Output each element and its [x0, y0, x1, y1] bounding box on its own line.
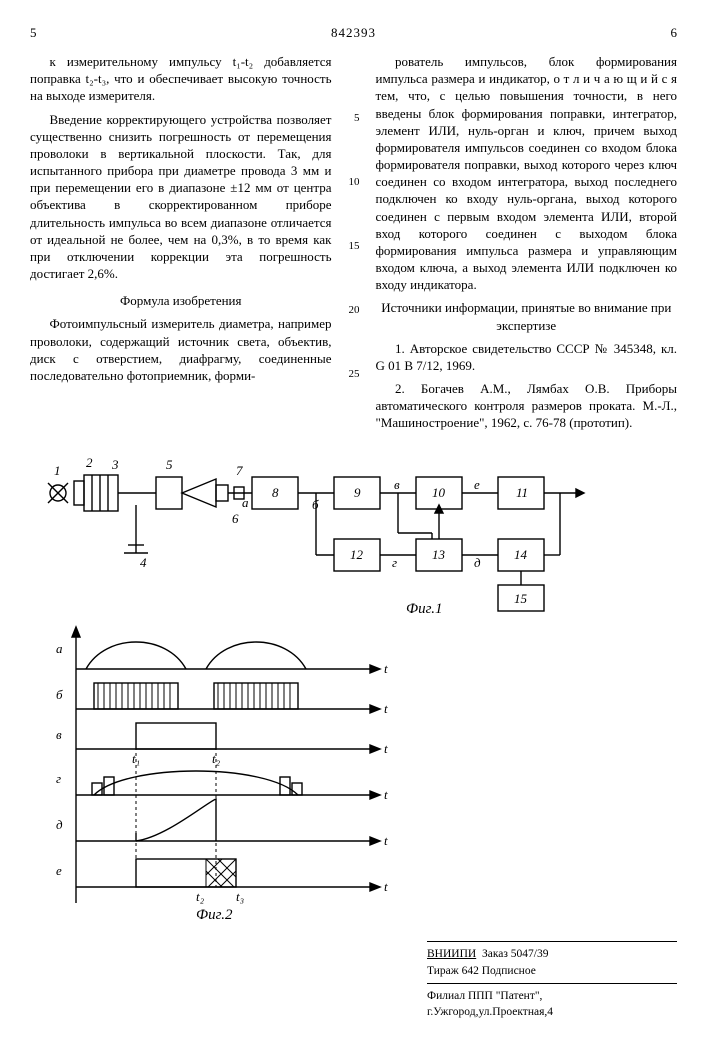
fig1-label: 6: [232, 511, 239, 526]
svg-text:t₂: t₂: [212, 751, 221, 766]
svg-text:г: г: [56, 771, 61, 786]
fig1-label: в: [394, 477, 400, 492]
fig1-label: 8: [272, 485, 279, 500]
svg-text:б: б: [56, 687, 63, 702]
line-num: 10: [346, 175, 360, 190]
fig1-label: 7: [236, 463, 243, 478]
line-num: 25: [346, 367, 360, 382]
svg-text:t: t: [384, 833, 388, 848]
svg-text:t: t: [384, 661, 388, 676]
line-num: 20: [346, 303, 360, 318]
svg-text:t: t: [384, 879, 388, 894]
fig1-caption: Фиг.1: [406, 601, 442, 615]
svg-text:д: д: [56, 817, 63, 832]
fig1-label: д: [474, 555, 481, 570]
fig1-label: 11: [516, 485, 528, 500]
fig1-label: 12: [350, 547, 364, 562]
svg-text:t₁: t₁: [132, 751, 140, 766]
footer-addr: г.Ужгород,ул.Проектная,4: [427, 1004, 677, 1020]
line-num: 15: [346, 239, 360, 254]
fig1-label: 14: [514, 547, 528, 562]
svg-text:t₂: t₂: [196, 889, 205, 904]
svg-text:t: t: [384, 701, 388, 716]
doc-number: 842393: [331, 24, 376, 41]
fig1-label: 13: [432, 547, 446, 562]
page-number-row: 5 842393 6: [30, 24, 677, 47]
claims-title: Формула изобретения: [30, 292, 332, 309]
fig1-label: 2: [86, 455, 93, 470]
sources-title: Источники информации, принятые во вниман…: [376, 299, 678, 333]
text-columns: к измерительному импульсу t₁-t₂ добавляе…: [30, 53, 677, 437]
footer-tirazh: Тираж 642 Подписное: [427, 963, 677, 979]
right-column: рователь импульсов, блок формирования им…: [376, 53, 678, 437]
line-num: 5: [346, 111, 360, 126]
left-p2: Введение корректирующего устройства позв…: [30, 111, 332, 283]
svg-text:t: t: [384, 787, 388, 802]
figure-1: 1 2 3 5 7 8 9 10 11 12 13 14 15 4 6 а б …: [30, 445, 677, 615]
footer-filial: Филиал ППП "Патент",: [427, 988, 677, 1004]
right-page-num: 6: [671, 24, 678, 47]
left-page-num: 5: [30, 24, 37, 47]
fig1-label: а: [242, 495, 249, 510]
svg-text:а: а: [56, 641, 63, 656]
source-2: 2. Богачев А.М., Лямбах О.В. Приборы авт…: [376, 380, 678, 431]
fig1-label: 15: [514, 591, 528, 606]
fig1-label: 9: [354, 485, 361, 500]
fig1-label: 4: [140, 555, 147, 570]
svg-text:t: t: [384, 741, 388, 756]
fig1-label: г: [392, 555, 397, 570]
footer-order: Заказ 5047/39: [482, 948, 549, 960]
left-p3: Фотоимпульсный измеритель диаметра, напр…: [30, 315, 332, 384]
fig1-label: е: [474, 477, 480, 492]
fig1-label: 1: [54, 463, 61, 478]
left-p1: к измерительному импульсу t₁-t₂ добавляе…: [30, 53, 332, 104]
figure-2: а б в г д е t₁ t₂ t₂ t₃ t t t t t t Фиг.…: [30, 623, 677, 923]
fig1-label: 5: [166, 457, 173, 472]
fig1-label: 10: [432, 485, 446, 500]
right-p1: рователь импульсов, блок формирования им…: [376, 53, 678, 293]
fig2-caption: Фиг.2: [196, 907, 233, 923]
fig1-label: 3: [111, 457, 119, 472]
fig1-label: б: [312, 497, 319, 512]
imprint-footer: ВНИИПИ Заказ 5047/39 Тираж 642 Подписное…: [30, 941, 677, 1019]
left-column: к измерительному импульсу t₁-t₂ добавляе…: [30, 53, 332, 437]
svg-text:t₃: t₃: [236, 889, 244, 904]
svg-text:е: е: [56, 863, 62, 878]
footer-org: ВНИИПИ: [427, 948, 476, 960]
svg-text:в: в: [56, 727, 62, 742]
source-1: 1. Авторское свидетельство СССР № 345348…: [376, 340, 678, 374]
